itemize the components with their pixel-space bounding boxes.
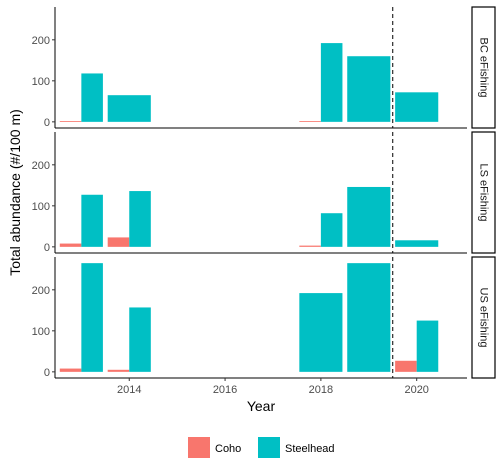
- bar-steelhead-2019: [347, 56, 391, 122]
- x-tick-label: 2016: [213, 384, 237, 396]
- x-axis: 2014 2016 2018 2020: [117, 378, 429, 396]
- y-tick-label: 200: [32, 285, 50, 297]
- strip-box: [471, 256, 496, 379]
- legend-swatch: [188, 437, 210, 458]
- bar-steelhead-2019: [347, 263, 391, 372]
- chart-panels: 0 100 200 BC eFishing 0 100 200 LS eFishing 0 100…: [32, 6, 496, 379]
- bar-coho-2020: [395, 360, 417, 372]
- bar-coho-2013: [59, 121, 82, 122]
- x-tick-label: 2018: [309, 384, 333, 396]
- bar-coho-2013: [59, 243, 82, 247]
- bar-coho-2018: [299, 245, 321, 247]
- bar-coho-2018: [299, 121, 321, 122]
- bar-steelhead-2020: [395, 240, 439, 247]
- y-tick-label: 100: [32, 201, 50, 213]
- bar-steelhead-2014: [129, 191, 151, 247]
- legend: Coho Steelhead: [188, 437, 335, 458]
- strip-label: US eFishing: [478, 288, 490, 348]
- strip-label: BC eFishing: [478, 38, 490, 98]
- y-tick-label: 100: [32, 76, 50, 88]
- y-tick-label: 200: [32, 35, 50, 47]
- bar-steelhead-2019: [347, 186, 391, 247]
- bar-steelhead-2014: [129, 307, 151, 372]
- y-tick-label: 100: [32, 326, 50, 338]
- bar-coho-2014: [107, 369, 130, 372]
- panel-ls-efishing: 0 100 200 LS eFishing: [32, 131, 496, 254]
- bar-steelhead-2013: [81, 263, 103, 372]
- legend-item-coho: Coho: [188, 437, 241, 458]
- strip-label: LS eFishing: [478, 163, 490, 221]
- x-tick-label: 2020: [404, 384, 428, 396]
- y-tick-label: 0: [44, 117, 50, 129]
- legend-swatch: [258, 437, 280, 458]
- legend-label: Coho: [215, 443, 241, 455]
- y-axis-title: Total abundance (#/100 m): [7, 109, 23, 276]
- bar-coho-2014: [107, 237, 130, 247]
- panel-us-efishing: 0 100 200 US eFishing: [32, 256, 496, 379]
- bar-steelhead-2020: [395, 92, 439, 122]
- legend-item-steelhead: Steelhead: [258, 437, 335, 458]
- strip-box: [471, 6, 496, 129]
- bar-steelhead-2020: [416, 320, 439, 372]
- y-tick-label: 200: [32, 160, 50, 172]
- x-tick-label: 2014: [117, 384, 141, 396]
- legend-label: Steelhead: [285, 443, 335, 455]
- panel-bc-efishing: 0 100 200 BC eFishing: [32, 6, 496, 129]
- bar-steelhead-2018: [320, 213, 343, 247]
- bar-steelhead-2018: [320, 43, 343, 122]
- y-tick-label: 0: [44, 242, 50, 254]
- bar-steelhead-2013: [81, 194, 103, 247]
- panel-background: [55, 132, 467, 253]
- y-tick-label: 0: [44, 367, 50, 379]
- bar-steelhead-2014: [107, 95, 151, 122]
- bar-coho-2013: [59, 368, 82, 372]
- bar-steelhead-2013: [81, 73, 103, 122]
- bar-steelhead-2018: [299, 293, 343, 372]
- panel-background: [55, 257, 467, 378]
- strip-box: [471, 131, 496, 254]
- x-axis-title: Year: [247, 398, 276, 414]
